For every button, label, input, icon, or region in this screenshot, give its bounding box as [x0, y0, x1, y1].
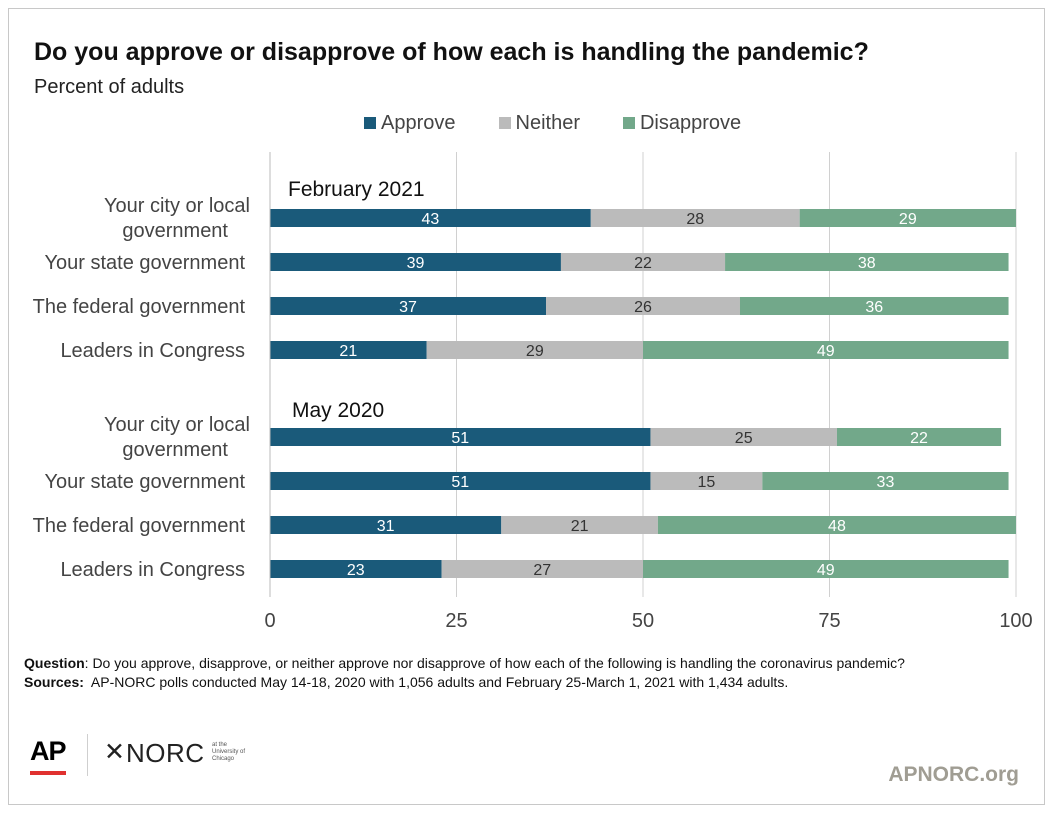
x-tick-label: 75 [818, 610, 840, 632]
chart-frame [8, 8, 1045, 805]
data-label: 43 [421, 211, 439, 228]
bar-disapprove [643, 341, 1009, 359]
data-label: 26 [634, 299, 652, 316]
bar-approve [270, 297, 547, 315]
norc-star-icon: ✕ [104, 738, 125, 766]
bar-neither [546, 297, 740, 315]
stacked-bar-chart: 0 25 50 75 100 February 2021 Your city or loca… [33, 152, 1033, 632]
legend-item-approve: Approve [364, 112, 456, 135]
category-label: The federal government [33, 515, 246, 537]
data-label: 28 [686, 211, 704, 228]
data-label: 29 [526, 343, 544, 360]
data-label: 27 [533, 562, 551, 579]
data-label: 51 [451, 430, 469, 447]
bar-disapprove [762, 472, 1009, 490]
category-label: Your state government [45, 471, 246, 493]
sources-note: Sources: AP-NORC polls conducted May 14-… [24, 673, 905, 692]
data-label: 51 [451, 474, 469, 491]
legend-swatch-neither [498, 117, 511, 129]
data-label: 33 [877, 474, 895, 491]
data-label: 15 [698, 474, 716, 491]
sources-text: AP-NORC polls conducted May 14-18, 2020 … [83, 674, 789, 690]
question-text: : Do you approve, disapprove, or neither… [84, 655, 905, 671]
data-label: 21 [339, 343, 357, 360]
chart-title: Do you approve or disapprove of how each… [34, 38, 869, 66]
bar-approve [270, 209, 591, 227]
x-tick-label: 25 [445, 610, 467, 632]
data-label: 49 [817, 562, 835, 579]
data-label: 22 [634, 255, 652, 272]
bar-disapprove [725, 253, 1009, 271]
bar-disapprove [799, 209, 1016, 227]
bar-approve [270, 428, 651, 446]
question-label: Question [24, 655, 85, 671]
bar-disapprove [657, 516, 1016, 534]
data-label: 31 [377, 518, 395, 535]
data-label: 38 [858, 255, 876, 272]
ap-logo: AP [30, 736, 67, 766]
legend: Approve Neither Disapprove [364, 110, 784, 136]
bar-approve [270, 560, 442, 578]
data-label: 25 [735, 430, 753, 447]
data-label: 22 [910, 430, 928, 447]
legend-label-disapprove: Disapprove [639, 111, 742, 134]
data-label: 23 [347, 562, 365, 579]
bar-disapprove [836, 428, 1002, 446]
sources-label: Sources: [24, 674, 84, 690]
legend-label-approve: Approve [381, 111, 456, 134]
data-label: 29 [899, 211, 917, 228]
legend-label-neither: Neither [515, 111, 580, 134]
bar-disapprove [643, 560, 1009, 578]
category-label: government [122, 220, 228, 242]
data-label: 37 [399, 299, 417, 316]
norc-logo: NORC [126, 738, 205, 768]
category-label: The federal government [33, 296, 246, 318]
bar-approve [270, 341, 427, 359]
bar-neither [426, 341, 643, 359]
data-label: 36 [865, 299, 883, 316]
x-tick-label: 0 [264, 610, 275, 632]
ap-logo-underline [30, 771, 66, 775]
chart-subtitle: Percent of adults [34, 76, 185, 98]
logo-divider [87, 734, 88, 776]
site-link[interactable]: APNORC.org [888, 763, 1019, 786]
bar-neither [441, 560, 643, 578]
category-label: Your city or local [104, 195, 250, 217]
category-label: Your city or local [104, 414, 250, 436]
category-label: Your state government [45, 252, 246, 274]
group-header: May 2020 [292, 399, 384, 422]
question-note: Question: Do you approve, disapprove, or… [24, 654, 905, 673]
legend-item-disapprove: Disapprove [622, 111, 742, 135]
data-label: 49 [817, 343, 835, 360]
bar-approve [270, 472, 651, 490]
legend-swatch-approve [364, 117, 376, 129]
legend-item-neither: Neither [498, 111, 580, 135]
data-label: 21 [571, 518, 589, 535]
bar-neither [650, 428, 837, 446]
category-label: government [122, 439, 228, 461]
data-label: 48 [828, 518, 846, 535]
x-tick-label: 50 [632, 610, 654, 632]
bar-neither [560, 253, 726, 271]
bar-approve [270, 516, 502, 534]
bar-neither [650, 472, 763, 490]
bar-approve [270, 253, 561, 271]
bar-disapprove [739, 297, 1009, 315]
x-tick-label: 100 [999, 610, 1032, 632]
norc-logo-subtext: at the University of Chicago [212, 742, 246, 762]
footnotes: Question: Do you approve, disapprove, or… [24, 654, 905, 692]
bar-neither [590, 209, 800, 227]
group-header: February 2021 [288, 178, 425, 201]
bar-neither [501, 516, 658, 534]
category-label: Leaders in Congress [60, 559, 245, 581]
legend-swatch-disapprove [622, 117, 635, 129]
data-label: 39 [407, 255, 425, 272]
category-label: Leaders in Congress [60, 340, 245, 362]
